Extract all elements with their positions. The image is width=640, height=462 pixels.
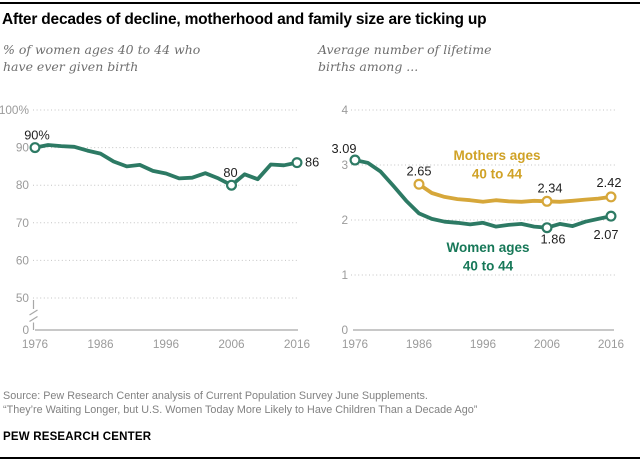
data-point-label: 86 xyxy=(305,155,319,170)
left-chart-subtitle: % of women ages 40 to 44 who have ever g… xyxy=(3,41,253,75)
series-line-women xyxy=(353,158,613,230)
bottom-border-rule xyxy=(0,457,640,459)
x-tick-label: 1996 xyxy=(153,337,180,351)
series-label: Women ages xyxy=(446,240,529,255)
y-tick-label: 0 xyxy=(22,323,29,337)
series-label: 40 to 44 xyxy=(463,259,514,274)
source-note: Source: Pew Research Center analysis of … xyxy=(3,389,623,417)
data-point-marker xyxy=(541,222,553,234)
data-point-label: 3.09 xyxy=(332,141,357,156)
x-tick-label: 1976 xyxy=(22,337,49,351)
x-tick-label: 2016 xyxy=(598,337,625,351)
y-tick-label: 2 xyxy=(341,213,348,227)
x-tick-label: 1986 xyxy=(87,337,114,351)
data-point-label: 90% xyxy=(24,128,50,143)
data-point-marker xyxy=(29,142,41,154)
y-tick-label: 60 xyxy=(16,253,30,267)
left-chart-subtitle-line1: % of women ages 40 to 44 who xyxy=(3,42,201,57)
data-point-label: 2.42 xyxy=(597,175,622,190)
x-tick-label: 1976 xyxy=(342,337,369,351)
y-tick-label: 100% xyxy=(0,103,29,117)
right-chart-subtitle-line2: births among ... xyxy=(318,59,419,74)
y-tick-label: 50 xyxy=(16,291,30,305)
data-point-marker xyxy=(605,210,617,222)
y-tick-label: 1 xyxy=(341,268,348,282)
data-point-label: 2.65 xyxy=(407,163,432,178)
y-tick-label: 90 xyxy=(16,141,30,155)
brand-wordmark: PEW RESEARCH CENTER xyxy=(3,431,152,443)
x-tick-label: 2006 xyxy=(534,337,561,351)
data-point-label: 2.34 xyxy=(538,180,563,195)
axis-break-mark xyxy=(29,300,38,330)
y-tick-label: 0 xyxy=(341,323,348,337)
data-point-label: 2.07 xyxy=(594,227,619,242)
data-point-marker xyxy=(413,178,425,190)
data-point-label: 1.86 xyxy=(541,232,566,247)
data-point-marker xyxy=(349,154,361,166)
x-tick-label: 2016 xyxy=(284,337,311,351)
series-line-mothers xyxy=(417,182,613,204)
data-point-marker xyxy=(226,179,238,191)
data-point-marker xyxy=(605,191,617,203)
series-label: Mothers ages xyxy=(453,148,540,163)
y-tick-label: 3 xyxy=(341,158,348,172)
top-border-rule xyxy=(0,2,640,4)
x-tick-label: 1986 xyxy=(406,337,433,351)
y-tick-label: 4 xyxy=(341,103,348,117)
source-line2: “They’re Waiting Longer, but U.S. Women … xyxy=(3,404,478,416)
data-point-marker xyxy=(541,195,553,207)
page-title: After decades of decline, motherhood and… xyxy=(2,11,487,28)
data-point-label: 80 xyxy=(223,165,237,180)
series-label: 40 to 44 xyxy=(472,167,523,182)
right-chart-subtitle: Average number of lifetime births among … xyxy=(318,41,568,75)
y-tick-label: 80 xyxy=(16,178,30,192)
series-line-ever-given-birth xyxy=(33,143,299,188)
x-tick-label: 2006 xyxy=(218,337,245,351)
y-tick-label: 70 xyxy=(16,216,30,230)
x-tick-label: 1996 xyxy=(470,337,497,351)
data-point-marker xyxy=(291,157,303,169)
left-chart-subtitle-line2: have ever given birth xyxy=(3,59,139,74)
right-chart-subtitle-line1: Average number of lifetime xyxy=(318,42,492,57)
source-line1: Source: Pew Research Center analysis of … xyxy=(3,390,428,402)
